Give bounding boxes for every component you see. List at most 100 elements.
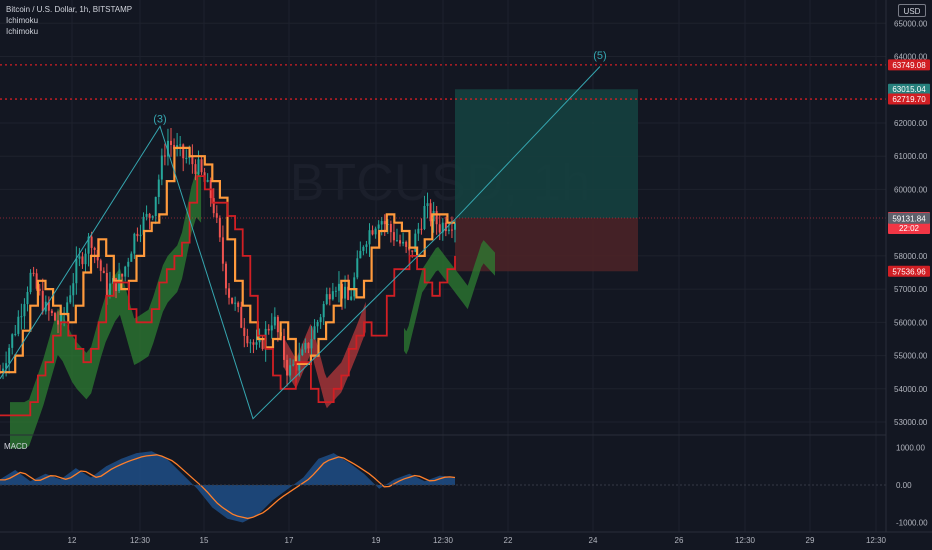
macd-axis: 1000.00 0.00 -1000.00 xyxy=(896,444,928,528)
candle-body xyxy=(60,315,63,325)
price-badge-label: 63749.08 xyxy=(892,61,926,70)
time-tick-label: 12:30 xyxy=(735,536,756,545)
candle-body xyxy=(133,233,136,254)
candle-body xyxy=(124,266,127,277)
candle-body xyxy=(75,258,78,284)
candle-body xyxy=(53,313,56,321)
symbol-title[interactable]: Bitcoin / U.S. Dollar, 1h, BITSTAMP xyxy=(6,5,133,14)
candle-body xyxy=(50,310,53,314)
candle-body xyxy=(221,237,224,264)
candle-body xyxy=(423,205,426,229)
candle-body xyxy=(93,247,96,250)
candle-body xyxy=(359,250,362,259)
wave-path xyxy=(0,66,601,420)
time-tick-label: 29 xyxy=(806,536,815,545)
time-tick-label: 19 xyxy=(372,536,381,545)
price-tick-label: 53000.00 xyxy=(894,418,928,427)
macd-title[interactable]: MACD xyxy=(4,442,28,451)
candle-body xyxy=(38,288,41,291)
candle-body xyxy=(261,339,264,349)
indicator-ichimoku-2[interactable]: Ichimoku xyxy=(6,27,39,36)
candle-body xyxy=(240,306,243,328)
candle-body xyxy=(66,302,69,313)
candle-body xyxy=(316,321,319,327)
candle-body xyxy=(35,273,38,289)
indicator-ichimoku-1[interactable]: Ichimoku xyxy=(6,16,39,25)
candle-body xyxy=(417,228,420,234)
candle-body xyxy=(151,216,154,218)
candle-body xyxy=(29,272,32,293)
candle-body xyxy=(191,156,194,165)
elliott-wave: (3) (5) xyxy=(0,50,607,420)
candle-body xyxy=(429,203,432,222)
price-badge-label: 59131.84 xyxy=(892,214,926,223)
candle-body xyxy=(57,320,60,325)
candle-body xyxy=(310,339,313,349)
price-tick-label: 54000.00 xyxy=(894,385,928,394)
candle-body xyxy=(325,294,328,304)
price-badge-label: 57536.96 xyxy=(892,267,926,276)
candle-body xyxy=(454,223,456,230)
candle-body xyxy=(121,274,124,277)
candle-body xyxy=(105,273,108,296)
candle-body xyxy=(72,283,75,296)
candle-body xyxy=(218,217,221,238)
candle-body xyxy=(362,246,365,251)
candle-body xyxy=(163,155,166,157)
candle-body xyxy=(347,286,350,300)
candle-body xyxy=(289,365,292,376)
price-tick-label: 57000.00 xyxy=(894,285,928,294)
indicator-lines xyxy=(0,146,456,417)
candle-body xyxy=(402,241,405,244)
time-tick-label: 12:30 xyxy=(130,536,151,545)
cloud-green xyxy=(404,240,495,355)
candle-body xyxy=(90,236,93,248)
candle-body xyxy=(102,270,105,274)
candle-body xyxy=(20,316,23,318)
candle-body xyxy=(337,283,340,291)
price-tick-label: 64000.00 xyxy=(894,53,928,62)
candle-body xyxy=(166,140,169,157)
candle-body xyxy=(365,244,368,247)
candle-body xyxy=(185,157,188,159)
candle-body xyxy=(328,294,331,300)
price-axis[interactable]: 65000.00 64000.00 62000.00 61000.00 60000.00… xyxy=(894,19,928,427)
candle-body xyxy=(108,283,111,296)
candle-body xyxy=(157,179,160,197)
candle-body xyxy=(194,164,197,174)
candle-body xyxy=(249,342,252,344)
candle-body xyxy=(420,228,423,230)
candle-body xyxy=(182,144,185,159)
candles xyxy=(0,127,456,387)
time-tick-label: 24 xyxy=(589,536,598,545)
macd-tick-label: -1000.00 xyxy=(896,519,928,528)
candle-body xyxy=(243,327,246,336)
candle-body xyxy=(139,234,142,237)
candle-body xyxy=(8,347,11,364)
candle-body xyxy=(237,302,240,307)
price-tick-label: 60000.00 xyxy=(894,185,928,194)
candle-body xyxy=(23,304,26,317)
candle-body xyxy=(99,260,102,271)
candle-body xyxy=(276,316,279,333)
candle-body xyxy=(160,155,163,180)
candle-body xyxy=(87,236,90,254)
time-axis[interactable]: 12 12:30 15 17 19 12:30 22 24 26 12:30 29 12:30 xyxy=(68,536,887,545)
candle-body xyxy=(322,303,325,318)
candle-body xyxy=(5,363,8,369)
time-tick-label: 12:30 xyxy=(866,536,887,545)
candle-body xyxy=(2,368,5,373)
candle-body xyxy=(215,213,218,218)
candle-body xyxy=(334,290,337,292)
candle-body xyxy=(447,229,450,232)
price-badge xyxy=(888,212,930,224)
candle-body xyxy=(142,216,145,235)
candle-body xyxy=(26,292,29,305)
time-tick-label: 17 xyxy=(285,536,294,545)
macd-pane xyxy=(0,451,886,523)
price-tick-label: 55000.00 xyxy=(894,352,928,361)
currency-badge[interactable]: USD xyxy=(898,4,926,17)
candle-body xyxy=(154,196,157,217)
candle-body xyxy=(224,263,227,289)
